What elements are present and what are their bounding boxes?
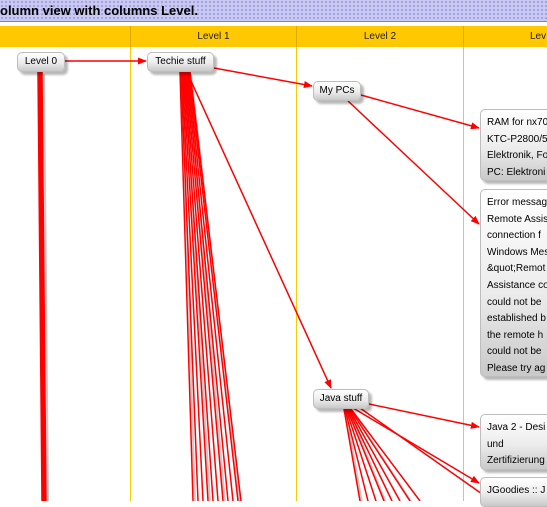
edge-java-to-java2 <box>368 403 480 429</box>
edge-techie-bundle <box>184 71 219 501</box>
node-my-pcs[interactable]: My PCs <box>313 81 361 101</box>
column-header-level-1[interactable]: Level 1 <box>131 26 297 47</box>
node-techie-stuff[interactable]: Techie stuff <box>147 52 214 72</box>
node-text-line: connection f <box>487 230 541 242</box>
node-label: Java stuff <box>319 393 363 404</box>
edge-techie-bundle <box>186 71 229 501</box>
edge-level0-bundle <box>41 71 47 501</box>
window-title: olumn view with columns Level. <box>0 3 198 18</box>
node-text-line: could not be <box>487 296 542 308</box>
node-text-line: the remote h <box>487 329 544 341</box>
node-java-stuff[interactable]: Java stuff <box>313 389 369 409</box>
node-text-line: PC: Elektroni <box>487 166 546 178</box>
node-text-line: und <box>487 438 504 450</box>
edge-java-bundle <box>343 408 361 501</box>
edge-mypcs-to-ram <box>360 94 480 130</box>
node-level-0[interactable]: Level 0 <box>17 52 65 72</box>
node-text-line: Elektronik, Fo <box>487 150 547 162</box>
node-text-line: Java 2 - Desi <box>487 422 546 433</box>
title-bar: olumn view with columns Level. <box>0 0 547 22</box>
edge-java-bundle <box>349 408 411 501</box>
edge-java-bundle <box>348 408 401 501</box>
edge-java-bundle-shadow <box>348 410 387 501</box>
node-java-2[interactable]: Java 2 - Desi und Zertifizierung <box>480 414 547 470</box>
node-label: My PCs <box>319 85 355 96</box>
column-header-label: Level 1 <box>197 31 230 42</box>
edge-techie-to-mypcs <box>213 67 313 89</box>
edge-techie-bundle <box>185 71 224 501</box>
edge-level0-bundle <box>40 71 46 501</box>
node-text-line: Please try ag <box>487 362 546 374</box>
node-jgoodies[interactable]: JGoodies :: J <box>480 477 547 507</box>
edge-java-down <box>359 407 493 501</box>
node-text-line: Zertifizierung <box>487 455 545 467</box>
edge-java-bundle <box>347 408 393 501</box>
node-text-line: established b <box>487 313 546 325</box>
node-text-line: Error messag <box>487 197 547 208</box>
node-error-message[interactable]: Error messag Remote Assis connection f W… <box>480 189 547 377</box>
edge-java-bundle <box>346 408 385 501</box>
column-header-label: Level 2 <box>363 31 397 42</box>
node-text-line: JGoodies :: J <box>487 485 546 496</box>
column-header-level-3[interactable]: Lev <box>464 26 547 47</box>
edge-techie-bundle <box>189 71 242 501</box>
node-text-line: Windows Mes <box>487 246 547 258</box>
edge-techie-to-java <box>185 69 332 389</box>
column-header-level-2[interactable]: Level 2 <box>297 26 464 47</box>
edge-techie-bundle <box>188 71 239 501</box>
node-text-line: Assistance co <box>487 279 547 291</box>
node-text-line: KTC-P2800/5 <box>487 133 547 145</box>
edge-level0-bundle <box>39 71 45 501</box>
node-ram-for-nx70[interactable]: RAM for nx70 KTC-P2800/5 Elektronik, Fo … <box>480 109 547 181</box>
edge-mypcs-to-error <box>347 100 480 225</box>
edge-level0-bundle <box>38 71 44 501</box>
edge-java-to-jgoodies <box>352 407 480 484</box>
edge-techie-bundle <box>187 71 234 501</box>
edge-level0-bundle <box>37 71 43 501</box>
node-text-line: RAM for nx70 <box>487 117 547 128</box>
column-divider <box>130 47 131 501</box>
column-divider <box>463 47 464 501</box>
column-header-level-0[interactable] <box>0 26 131 47</box>
column-header-label: Lev <box>530 31 547 42</box>
node-label: Techie stuff <box>155 56 206 67</box>
edge-java-bundle <box>350 408 421 501</box>
edge-techie-bundle <box>183 71 214 501</box>
column-divider <box>296 47 297 501</box>
edge-techie-bundle <box>182 71 209 501</box>
node-text-line: Remote Assis <box>487 213 547 225</box>
edge-techie-bundle <box>181 71 204 501</box>
edge-level0-bundle-shadow <box>43 73 49 501</box>
node-text-line: &quot;Remot <box>487 263 546 275</box>
node-label: Level 0 <box>24 56 58 67</box>
node-text-line: could not be <box>487 346 542 358</box>
edge-techie-bundle <box>180 71 199 501</box>
edge-java-bundle <box>345 408 377 501</box>
edge-techie-bundle <box>179 71 194 501</box>
edge-java-bundle <box>344 408 369 501</box>
